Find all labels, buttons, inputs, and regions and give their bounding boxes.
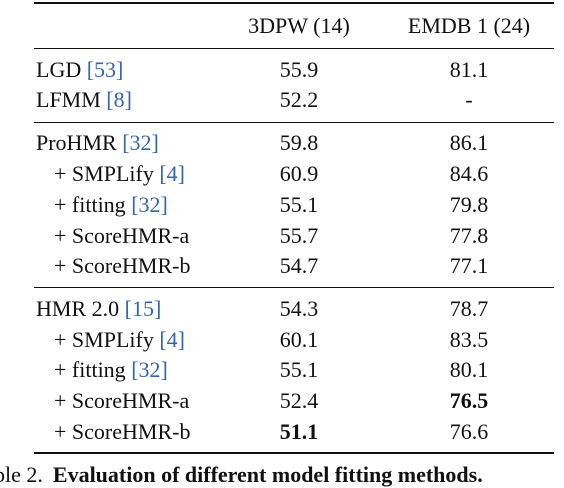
row-method: + fitting [32] xyxy=(54,192,168,217)
row-3dpw-value: 55.1 xyxy=(279,192,319,217)
row-3dpw-value: 59.8 xyxy=(279,130,319,155)
row-3dpw-value: 55.7 xyxy=(279,223,319,248)
header-3dpw: 3DPW (14) xyxy=(248,13,350,38)
row-method: ProHMR [32] xyxy=(36,130,159,155)
row-method: + ScoreHMR-a xyxy=(54,388,190,413)
row-3dpw-value: 60.9 xyxy=(279,161,319,186)
table-caption: ble 2. Evaluation of different model fitt… xyxy=(0,462,483,488)
row-3dpw-value: 60.1 xyxy=(279,327,319,352)
row-emdb-value: 79.8 xyxy=(449,192,489,217)
row-method: + SMPLify [4] xyxy=(54,161,185,186)
caption-label: ble 2. xyxy=(0,462,43,487)
caption-text: Evaluation of different model fitting me… xyxy=(52,462,483,487)
header-emdb: EMDB 1 (24) xyxy=(407,13,531,38)
row-emdb-value: - xyxy=(465,87,473,112)
row-method: + fitting [32] xyxy=(54,357,168,382)
row-3dpw-value: 55.1 xyxy=(279,357,319,382)
row-3dpw-value: 54.3 xyxy=(279,296,319,321)
row-3dpw-value: 52.4 xyxy=(279,388,319,413)
row-emdb-value: 80.1 xyxy=(449,357,489,382)
row-method: + ScoreHMR-a xyxy=(54,223,190,248)
row-emdb-value: 86.1 xyxy=(449,130,489,155)
row-method: + SMPLify [4] xyxy=(54,327,185,352)
row-method: LFMM [8] xyxy=(36,87,132,112)
row-3dpw-value: 52.2 xyxy=(279,87,319,112)
row-emdb-value: 83.5 xyxy=(449,327,489,352)
row-emdb-value: 77.8 xyxy=(449,223,489,248)
row-emdb-value: 84.6 xyxy=(449,161,489,186)
row-emdb-value: 81.1 xyxy=(449,57,489,82)
group-rule xyxy=(34,287,554,288)
row-emdb-value: 78.7 xyxy=(449,296,489,321)
group-rule xyxy=(34,122,554,123)
top-rule xyxy=(34,2,554,4)
results-table: 3DPW (14) EMDB 1 (24) LGD [53] 55.9 81.1… xyxy=(34,0,554,460)
bottom-rule xyxy=(34,452,554,454)
row-3dpw-value: 54.7 xyxy=(279,253,319,278)
row-method: HMR 2.0 [15] xyxy=(36,296,162,321)
row-emdb-value: 77.1 xyxy=(449,253,489,278)
row-emdb-value: 76.6 xyxy=(449,419,489,444)
header-rule xyxy=(34,48,554,49)
row-method: + ScoreHMR-b xyxy=(54,253,191,278)
row-method: LGD [53] xyxy=(36,57,124,82)
row-emdb-value-best: 76.5 xyxy=(449,388,489,413)
row-3dpw-value-best: 51.1 xyxy=(279,419,319,444)
row-method: + ScoreHMR-b xyxy=(54,419,191,444)
row-3dpw-value: 55.9 xyxy=(279,57,319,82)
